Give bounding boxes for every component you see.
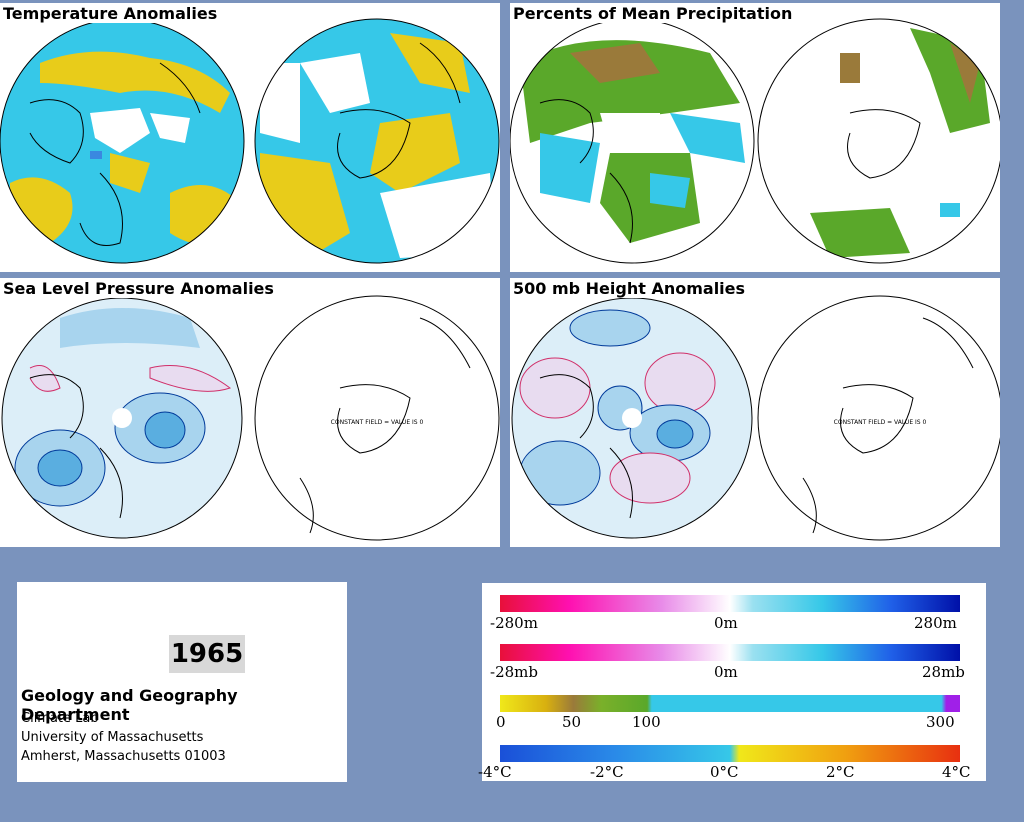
info-line-lab: Climate Lab <box>21 711 99 726</box>
height-mid-label: 0m <box>714 614 738 632</box>
temperature-title: Temperature Anomalies <box>0 3 221 23</box>
slp-title: Sea Level Pressure Anomalies <box>0 278 277 298</box>
height500-title: 500 mb Height Anomalies <box>510 278 749 298</box>
temperature-panel: Temperature Anomalies <box>0 3 500 272</box>
department-name: Geology and Geography Department <box>21 686 238 724</box>
northern-hemisphere-500mb <box>512 298 752 538</box>
year-label: 1965 <box>169 635 245 673</box>
temp-min-label: -4°C <box>478 763 512 781</box>
pressure-colorbar <box>500 644 960 661</box>
southern-hemisphere-temp <box>255 19 499 263</box>
temp-max-label: 4°C <box>942 763 971 781</box>
pressure-max-label: 28mb <box>922 663 965 681</box>
temperature-globes <box>0 18 500 264</box>
info-line-university: University of Massachusetts <box>21 730 204 745</box>
pressure-mid-label: 0m <box>714 663 738 681</box>
precip-colorbar <box>500 695 960 712</box>
temp-mid-label: 0°C <box>710 763 739 781</box>
height500-panel: CONSTANT FIELD = VALUE IS 0 500 mb Heigh… <box>510 278 1000 547</box>
precipitation-globes <box>510 18 1000 264</box>
height-max-label: 280m <box>914 614 957 632</box>
info-box: 1965 Geology and Geography Department Cl… <box>17 582 347 782</box>
height-min-label: -280m <box>490 614 538 632</box>
temp-m2-label: -2°C <box>590 763 624 781</box>
height-colorbar <box>500 595 960 612</box>
slp-globes: CONSTANT FIELD = VALUE IS 0 <box>1 295 500 541</box>
slp-constant-field-label: CONSTANT FIELD = VALUE IS 0 <box>331 419 424 426</box>
pressure-min-label: -28mb <box>490 663 538 681</box>
precip-0-label: 0 <box>496 713 506 731</box>
northern-hemisphere-precip <box>510 19 754 263</box>
northern-hemisphere-slp <box>2 298 242 538</box>
legend-box: -280m 0m 280m -28mb 0m 28mb 0 50 100 300… <box>478 583 986 781</box>
height500-globes: CONSTANT FIELD = VALUE IS 0 <box>511 295 1000 541</box>
precip-100-label: 100 <box>632 713 661 731</box>
precipitation-title: Percents of Mean Precipitation <box>510 3 796 23</box>
precipitation-panel: Percents of Mean Precipitation <box>510 3 1000 272</box>
height500-constant-field-label: CONSTANT FIELD = VALUE IS 0 <box>834 419 927 426</box>
southern-hemisphere-precip <box>758 19 1000 263</box>
northern-hemisphere-temp <box>0 19 244 263</box>
info-line-address: Amherst, Massachusetts 01003 <box>21 749 226 764</box>
precip-300-label: 300 <box>926 713 955 731</box>
temp-colorbar <box>500 745 960 762</box>
temp-p2-label: 2°C <box>826 763 855 781</box>
slp-panel: CONSTANT FIELD = VALUE IS 0 Sea Level Pr… <box>0 278 500 547</box>
precip-50-label: 50 <box>562 713 582 731</box>
